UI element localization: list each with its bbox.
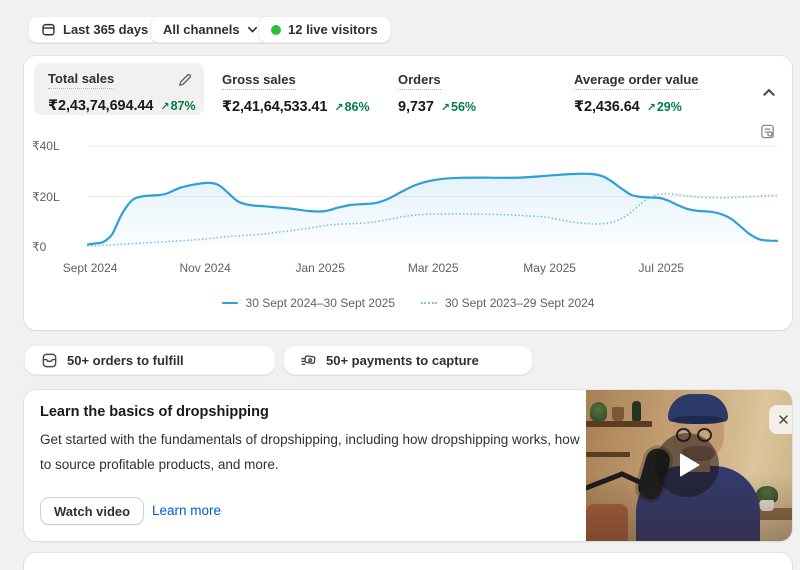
sales-chart-svg[interactable] xyxy=(86,145,779,247)
metric-orders[interactable]: Orders 9,737 ↗56% xyxy=(398,71,476,115)
watch-video-button[interactable]: Watch video xyxy=(40,497,145,525)
vase-decor xyxy=(760,500,774,511)
payments-to-capture-label: 50+ payments to capture xyxy=(326,352,479,368)
couch-decor xyxy=(586,504,628,541)
legend-swatch-solid xyxy=(221,302,238,304)
x-tick-label: Sept 2024 xyxy=(62,261,118,275)
metric-label: Orders xyxy=(398,72,441,90)
y-tick-label: ₹0 xyxy=(32,240,47,254)
metric-delta: ↗29% xyxy=(646,100,682,114)
live-dot-icon xyxy=(271,24,281,35)
metric-delta: ↗86% xyxy=(334,100,370,114)
orders-to-fulfill-label: 50+ orders to fulfill xyxy=(67,352,184,368)
metric-delta: ↗56% xyxy=(440,100,477,114)
metric-label: Gross sales xyxy=(222,72,296,90)
metric-value: ₹2,43,74,694.44 xyxy=(48,98,154,114)
learn-card-body: Get started with the fundamentals of dro… xyxy=(40,432,580,472)
channels-dropdown[interactable]: All channels xyxy=(150,16,271,43)
y-tick-label: ₹20L xyxy=(32,189,60,204)
live-visitors-button[interactable]: 12 live visitors xyxy=(258,16,391,43)
analytics-card: Total sales ₹2,43,74,694.44 ↗87% Gross s… xyxy=(24,56,792,330)
date-range-button[interactable]: Last 365 days xyxy=(28,16,162,43)
plant-decor xyxy=(590,402,607,421)
chevron-up-icon xyxy=(763,88,775,96)
date-range-label: Last 365 days xyxy=(63,22,149,37)
x-tick-label: Jul 2025 xyxy=(638,261,684,275)
x-tick-label: Mar 2025 xyxy=(407,261,459,275)
metric-value: ₹2,436.64 xyxy=(574,99,640,115)
learn-more-link[interactable]: Learn more xyxy=(152,503,222,518)
play-button[interactable] xyxy=(655,433,719,497)
payments-icon xyxy=(301,354,316,365)
metric-total-sales[interactable]: Total sales ₹2,43,74,694.44 ↗87% xyxy=(34,63,204,115)
x-tick-label: May 2025 xyxy=(523,261,576,275)
sales-chart[interactable] xyxy=(86,145,779,247)
metric-label: Average order value xyxy=(574,72,699,90)
orders-to-fulfill-button[interactable]: 50+ orders to fulfill xyxy=(24,345,276,375)
metric-value: ₹2,41,64,533.41 xyxy=(222,99,328,115)
learn-card-title: Learn the basics of dropshipping xyxy=(40,404,269,420)
edit-pencil-icon[interactable] xyxy=(177,73,192,88)
payments-to-capture-button[interactable]: 50+ payments to capture xyxy=(283,345,533,375)
play-icon xyxy=(680,453,700,477)
video-thumbnail[interactable]: ✕ xyxy=(586,390,792,541)
close-video-button[interactable]: ✕ xyxy=(769,405,792,434)
learn-dropshipping-card: Learn the basics of dropshipping Get sta… xyxy=(24,390,792,541)
legend-swatch-dotted xyxy=(421,302,437,304)
live-visitors-label: 12 live visitors xyxy=(288,22,378,37)
x-tick-label: Jan 2025 xyxy=(295,261,345,275)
channels-label: All channels xyxy=(163,22,240,37)
metric-value: 9,737 xyxy=(398,99,434,115)
view-report-button[interactable] xyxy=(754,118,780,144)
shelf-decor xyxy=(586,421,652,427)
plant-decor xyxy=(756,486,778,503)
legend-item: 30 Sept 2024–30 Sept 2025 xyxy=(221,296,395,310)
bottle-decor xyxy=(632,401,641,421)
pot-decor xyxy=(612,407,624,421)
next-card-partial xyxy=(24,553,792,570)
chart-legend: 30 Sept 2024–30 Sept 2025 30 Sept 2023–29… xyxy=(24,296,792,310)
metric-gross-sales[interactable]: Gross sales ₹2,41,64,533.41 ↗86% xyxy=(222,71,370,115)
metric-average-order-value[interactable]: Average order value ₹2,436.64 ↗29% xyxy=(574,71,699,115)
person-cap xyxy=(673,416,723,424)
legend-item: 30 Sept 2023–29 Sept 2024 xyxy=(421,296,594,310)
shelf-decor xyxy=(586,452,630,457)
legend-label: 30 Sept 2024–30 Sept 2025 xyxy=(245,296,395,310)
series-line-dotted xyxy=(87,192,778,247)
chevron-down-icon xyxy=(247,26,257,33)
orders-inbox-icon xyxy=(42,353,57,367)
metric-delta: ↗87% xyxy=(160,99,196,113)
calendar-icon xyxy=(42,23,55,36)
collapse-chart-button[interactable] xyxy=(756,80,782,106)
series-line-solid xyxy=(86,172,779,246)
legend-label: 30 Sept 2023–29 Sept 2024 xyxy=(445,296,595,310)
chart-series xyxy=(86,172,779,247)
metric-label: Total sales xyxy=(48,71,115,89)
y-tick-label: ₹40L xyxy=(32,139,60,153)
x-tick-label: Nov 2024 xyxy=(179,261,231,275)
report-magnifier-icon xyxy=(760,124,774,138)
